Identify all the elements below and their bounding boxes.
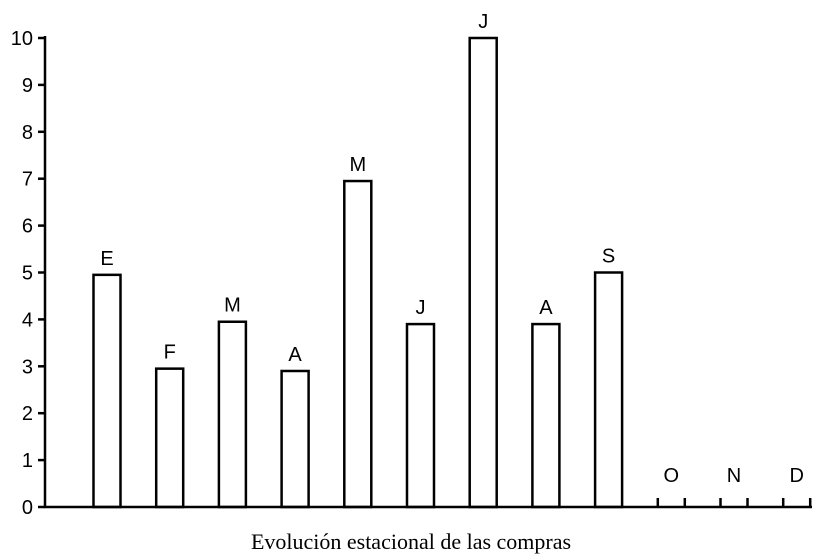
- y-tick-label: 9: [22, 75, 33, 97]
- bar: [593, 271, 624, 509]
- bar: [468, 36, 498, 509]
- bar: [531, 322, 561, 509]
- bar-label: M: [349, 154, 366, 176]
- bar-label: O: [664, 465, 680, 487]
- y-tick-label: 4: [22, 309, 33, 331]
- y-tick-label: 3: [22, 356, 33, 378]
- bar: [343, 179, 373, 509]
- bar-label: F: [164, 342, 176, 364]
- bar-label: A: [288, 344, 302, 366]
- bar: [405, 322, 436, 509]
- y-tick-label: 8: [22, 122, 33, 144]
- bar-label: A: [539, 297, 553, 319]
- bar-label: N: [727, 465, 741, 487]
- bar: [92, 273, 122, 509]
- y-tick-label: 6: [22, 216, 33, 238]
- bar-label: S: [602, 246, 615, 268]
- y-tick-label: 5: [22, 263, 33, 285]
- x-axis-ticks: [656, 498, 812, 507]
- bar-label: J: [416, 297, 426, 319]
- y-tick-label: 1: [22, 450, 33, 472]
- bar-label: D: [789, 465, 803, 487]
- chart-caption: Evolución estacional de las compras: [251, 529, 571, 554]
- bar-label: E: [100, 248, 113, 270]
- bar-label: M: [224, 295, 241, 317]
- y-tick-label: 10: [11, 28, 33, 50]
- bar: [154, 367, 185, 509]
- bar: [217, 320, 248, 509]
- bar-label: J: [478, 11, 488, 33]
- y-tick-label: 2: [22, 403, 33, 425]
- bar: [280, 369, 310, 509]
- y-tick-label: 0: [22, 497, 33, 519]
- bars: E F M A M J J A S O N D: [92, 11, 804, 509]
- y-tick-label: 7: [22, 169, 33, 191]
- y-axis-ticks: 0 1 2 3 4 5 6 7 8 9 10: [11, 28, 45, 519]
